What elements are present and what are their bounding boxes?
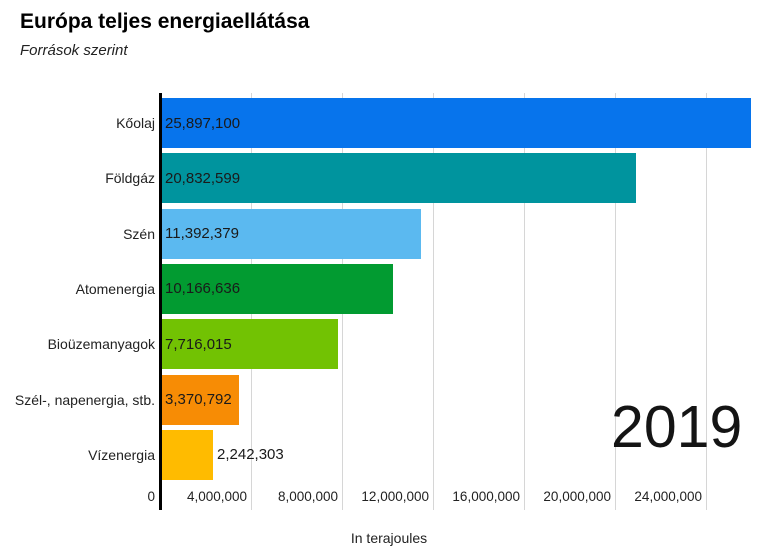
x-axis-tick-label: 8,000,000 [277, 489, 338, 504]
x-axis-tick-label: 4,000,000 [186, 489, 247, 504]
gridline-16000000 [524, 93, 525, 510]
x-axis-tick-label: 0 [147, 489, 155, 504]
x-axis-title: In terajoules [350, 530, 428, 546]
bar[interactable] [162, 98, 752, 148]
bar[interactable] [162, 429, 213, 480]
category-label: Földgáz [105, 170, 155, 187]
category-label: Bioüzemanyagok [47, 336, 155, 353]
bar-value-label: 20,832,599 [165, 169, 241, 187]
chart-title: Európa teljes energiaellátása [20, 10, 310, 33]
bar-value-label: 11,392,379 [165, 225, 239, 243]
gridline-20000000 [615, 93, 616, 510]
bar[interactable] [162, 263, 394, 314]
y-axis-line [159, 93, 162, 510]
x-axis-tick-label: 24,000,000 [634, 489, 702, 504]
bar[interactable] [162, 153, 636, 204]
category-label: Szén [123, 225, 155, 242]
category-label: Szél-, napenergia, stb. [14, 391, 155, 408]
bar-value-label: 10,166,636 [165, 280, 241, 298]
category-label: Kőolaj [116, 115, 155, 131]
bar[interactable] [162, 374, 239, 425]
bar-value-label: 3,370,792 [165, 391, 232, 408]
category-label: Atomenergia [75, 280, 155, 297]
bar-value-label: 7,716,015 [165, 335, 232, 353]
year-annotation: 2019 [611, 394, 743, 460]
bar-value-label: 2,242,303 [217, 446, 284, 464]
x-axis-tick-label: 16,000,000 [452, 489, 520, 504]
category-label: Vízenergia [88, 446, 155, 463]
bar-value-label: 25,897,100 [165, 114, 241, 132]
gridline-24000000 [706, 93, 707, 510]
x-axis-tick-label: 12,000,000 [361, 489, 429, 504]
gridline-12000000 [433, 93, 434, 510]
bar[interactable] [162, 319, 338, 370]
bar[interactable] [162, 208, 422, 259]
x-axis-tick-label: 20,000,000 [543, 489, 611, 504]
chart-subtitle: Források szerint [20, 42, 128, 59]
